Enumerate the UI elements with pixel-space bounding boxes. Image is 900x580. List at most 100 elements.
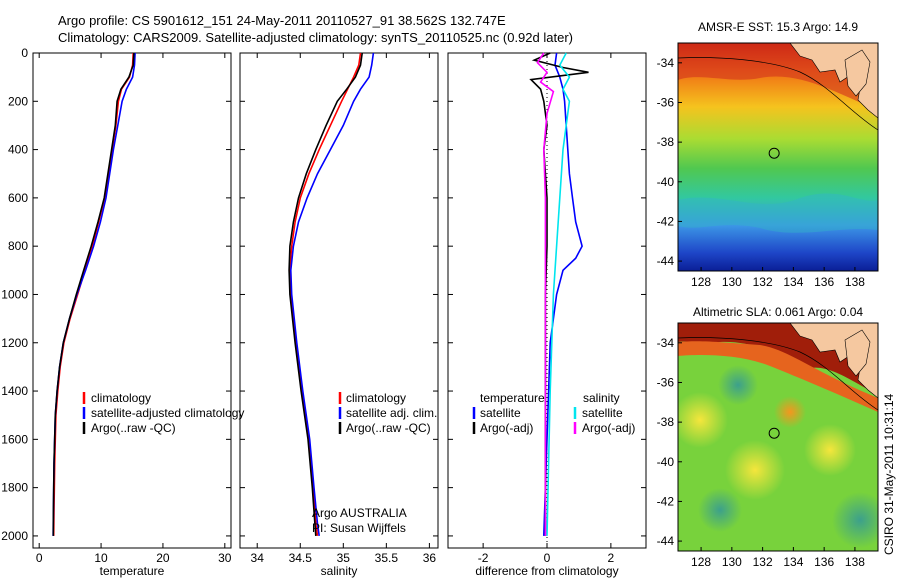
sst-cool-eddy [678, 193, 878, 233]
map-y-tick-label: -40 [657, 455, 675, 469]
y-tick-label: 200 [8, 94, 28, 108]
map-y-tick-label: -38 [657, 415, 675, 429]
sst-map [678, 43, 878, 271]
map-y-tick-label: -36 [657, 375, 675, 389]
legend-label-temp-argo: Argo(-adj) [480, 421, 533, 435]
sla-gulf [844, 329, 871, 377]
map-x-tick-label: 132 [753, 555, 773, 569]
y-tick-label: 400 [8, 143, 28, 157]
series-line-argo-raw-qc [288, 52, 363, 536]
plot-frame [239, 52, 439, 549]
difference-legend: temperature satellite Argo(-adj) salinit… [472, 391, 635, 435]
map-x-tick-label: 138 [845, 275, 865, 289]
figure-title-line1: Argo profile: CS 5901612_151 24-May-2011… [58, 13, 506, 28]
sst-map-axes: 128 130 132 134 136 138 -34 -36 -38 -40 -42 -44 [657, 42, 879, 289]
series-line-salinity-satellite [546, 52, 571, 536]
temperature-panel: 0 10 20 30 0 200 400 600 800 1000 1200 1400 1600 1800… [1, 46, 232, 578]
x-tick-label: 34 [251, 551, 265, 565]
sla-orange-band [678, 341, 878, 412]
sla-map-title: Altimetric SLA: 0.061 Argo: 0.04 [693, 305, 863, 319]
sla-argo-marker [768, 427, 780, 439]
legend-label-satellite: satellite-adjusted climatology [91, 406, 244, 420]
sla-blob [718, 365, 758, 405]
sla-blob [774, 396, 806, 428]
map-x-tick-label: 136 [814, 555, 834, 569]
sla-shelf-contour [678, 337, 878, 411]
x-tick-label: 10 [94, 551, 108, 565]
map-x-tick-label: 134 [783, 275, 803, 289]
sst-map-title: AMSR-E SST: 15.3 Argo: 14.9 [698, 20, 858, 34]
sla-map-axes: 128 130 132 134 136 138 -34 -36 -38 -40 -42 -44 [657, 322, 879, 569]
sst-shelf-contour [678, 57, 878, 131]
x-tick-label: -2 [478, 551, 489, 565]
y-tick-label: 2000 [1, 529, 28, 543]
map-x-tick-label: 130 [722, 275, 742, 289]
map-y-tick-label: -38 [657, 135, 675, 149]
legend-label-climatology: climatology [91, 391, 151, 405]
side-caption: CSIRO 31-May-2011 10:31:14 [882, 393, 896, 555]
x-tick-label: 36 [423, 551, 437, 565]
map-x-tick-label: 134 [783, 555, 803, 569]
legend-label-sal-satellite: satellite [582, 406, 623, 420]
x-axis-label: difference from climatology [475, 564, 618, 578]
x-axis-label: temperature [100, 564, 165, 578]
y-tick-label: 1400 [1, 384, 28, 398]
map-x-tick-label: 132 [753, 275, 773, 289]
legend-label-temp-satellite: satellite [480, 406, 521, 420]
map-frame [677, 42, 879, 272]
map-y-tick-label: -34 [657, 56, 675, 70]
y-tick-label: 0 [21, 46, 28, 60]
sla-blob [804, 424, 856, 476]
legend-label-satellite: satellite adj. clim. [346, 406, 437, 420]
salinity-annotation-line1: Argo AUSTRALIA [312, 506, 407, 520]
x-tick-label: 0 [36, 551, 43, 565]
legend-label-argo: Argo(..raw -QC) [91, 421, 176, 435]
x-axis-label: salinity [321, 564, 358, 578]
series-line-satellite-adj-clim [289, 52, 375, 537]
y-tick-label: 800 [8, 239, 28, 253]
sla-blob [725, 440, 785, 500]
sst-argo-marker [768, 147, 780, 159]
map-x-tick-label: 136 [814, 275, 834, 289]
map-y-tick-label: -40 [657, 175, 675, 189]
y-tick-label: 1000 [1, 287, 28, 301]
y-tick-label: 1800 [1, 481, 28, 495]
sla-blob [698, 488, 742, 532]
map-y-tick-label: -34 [657, 336, 675, 350]
map-x-tick-label: 128 [691, 275, 711, 289]
legend-label-argo: Argo(..raw -QC) [346, 421, 431, 435]
legend-group-title-salinity: salinity [583, 391, 620, 405]
salinity-panel: 34 34.5 35 35.5 36 salinity [239, 52, 439, 578]
map-x-tick-label: 128 [691, 555, 711, 569]
x-tick-label: 20 [156, 551, 170, 565]
map-y-tick-label: -44 [657, 534, 675, 548]
legend-label-climatology: climatology [346, 391, 406, 405]
map-y-tick-label: -42 [657, 214, 675, 228]
map-x-tick-label: 138 [845, 555, 865, 569]
sla-map [678, 323, 878, 551]
y-tick-label: 1200 [1, 336, 28, 350]
map-y-tick-label: -36 [657, 95, 675, 109]
salinity-legend: climatology satellite adj. clim. Argo(..… [338, 391, 437, 435]
sla-blob [832, 492, 878, 548]
legend-group-title-temperature: temperature [480, 391, 545, 405]
sst-gulf [844, 49, 871, 97]
x-tick-label: 2 [608, 551, 615, 565]
map-y-tick-label: -44 [657, 254, 675, 268]
map-x-tick-label: 130 [722, 555, 742, 569]
temperature-legend: climatology satellite-adjusted climatolo… [82, 391, 244, 435]
x-tick-label: 30 [218, 551, 232, 565]
x-tick-label: 35 [337, 551, 351, 565]
x-tick-label: 0 [544, 551, 551, 565]
x-tick-label: 35.5 [375, 551, 399, 565]
legend-label-sal-argo: Argo(-adj) [582, 421, 635, 435]
x-tick-label: 34.5 [289, 551, 313, 565]
y-tick-label: 1600 [1, 432, 28, 446]
series-line-argo-raw-qc [52, 52, 135, 536]
plot-frame [32, 52, 232, 549]
salinity-annotation-line2: PI: Susan Wijffels [312, 521, 406, 535]
map-frame [677, 322, 879, 552]
series-line-salinity-argo-adj [536, 52, 555, 536]
